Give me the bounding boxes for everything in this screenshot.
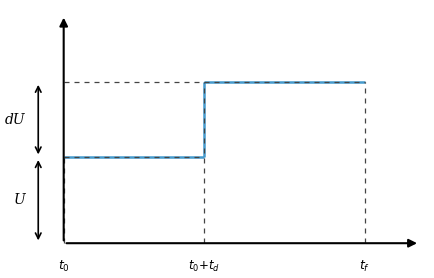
Text: $t_f$: $t_f$ — [359, 259, 370, 274]
Text: dU: dU — [5, 113, 26, 126]
Text: $t_0$$+$$t_d$: $t_0$$+$$t_d$ — [187, 259, 220, 274]
Text: $t_0$: $t_0$ — [58, 259, 69, 274]
Text: U: U — [14, 193, 26, 207]
